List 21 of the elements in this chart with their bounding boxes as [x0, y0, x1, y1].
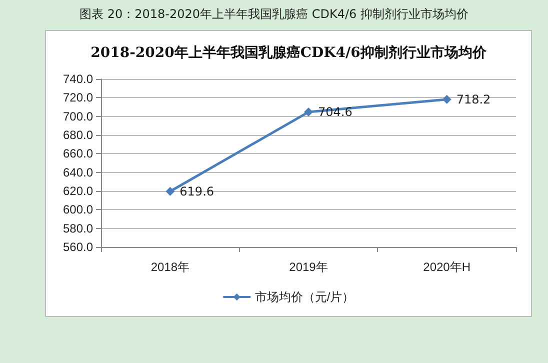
y-tick-label: 580.0: [62, 221, 94, 236]
y-tick-label: 560.0: [62, 240, 94, 254]
x-tick-label: 2019年: [289, 260, 328, 274]
point: [166, 186, 175, 196]
y-tick-label: 660.0: [62, 146, 94, 161]
y-tick-label: 680.0: [62, 128, 94, 142]
point: [304, 108, 313, 117]
x-tick-label: 2018年: [150, 260, 190, 274]
y-tick-label: 600.0: [62, 202, 94, 217]
y-tick-label: 720.0: [62, 90, 94, 105]
data-label: 718.2: [456, 92, 491, 106]
y-tick-label: 620.0: [62, 184, 94, 198]
x-tick-label: 2020年H: [423, 260, 471, 274]
data-label: 619.6: [180, 184, 214, 198]
y-tick-label: 640.0: [62, 165, 94, 180]
point: [442, 94, 452, 104]
y-tick-label: 700.0: [62, 109, 94, 124]
y-tick-label: 740.0: [62, 72, 94, 86]
chart-title: 图表 20：2018-2020年上半年我国乳腺癌 CDK4/6 抑制剂行业市场均价: [78, 6, 470, 23]
chart-subtitle: 2018-2020年上半年我国乳腺癌CDK4/6抑制剂行业市场均价: [90, 44, 488, 61]
legend-label: 市场均价（元/片）: [254, 290, 354, 304]
